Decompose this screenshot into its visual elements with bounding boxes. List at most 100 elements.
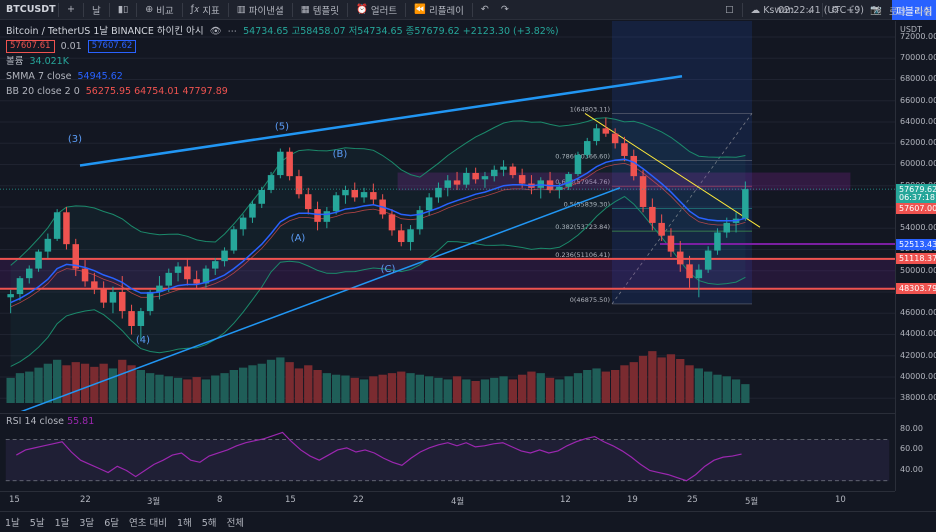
candle-body [128, 311, 135, 326]
replay-button[interactable]: ⏪ 리플레이 [408, 0, 470, 20]
range-button[interactable]: 1날 [5, 518, 20, 529]
price-tick: 40000.00 [900, 371, 936, 381]
range-button[interactable]: 6달 [104, 518, 119, 529]
volume-bar [573, 373, 583, 403]
layout-name-button[interactable]: ☁ Kswan [745, 0, 800, 20]
interval-button[interactable]: 날 [91, 5, 101, 17]
function-icon: ƒ𝑥 [190, 4, 203, 15]
rsi-pane[interactable] [0, 413, 895, 491]
eye-icon[interactable]: 👁 [209, 26, 222, 37]
sell-price[interactable]: 57607.61 [6, 40, 55, 53]
top-toolbar: BTCUSDT + 날 ▮▯ ⊕ 비교 ƒ𝑥 지표 ▥ 파이낸셜 ▦ 템플릿 ⏰… [0, 0, 936, 20]
publish-button[interactable]: 퍼블리쉬 [892, 0, 936, 20]
candle-body [583, 141, 591, 155]
volume-bar [676, 359, 685, 403]
candle-body [742, 189, 749, 219]
layouts-menu-button[interactable]: ⌄ [800, 0, 820, 20]
templates-button[interactable]: ▦ 템플릿 [295, 0, 345, 20]
log-toggle[interactable]: 로그 [889, 6, 907, 18]
chart-legend: Bitcoin / TetherUS 1날 BINANCE 하이킨 아시 👁 ⋯… [6, 24, 559, 99]
template-icon: ▦ [300, 4, 313, 15]
bar-chart-icon: ▥ [236, 4, 249, 15]
volume-bar [304, 365, 313, 403]
indicators-button[interactable]: ƒ𝑥 지표 [185, 0, 226, 20]
range-button[interactable]: 1해 [176, 518, 192, 529]
compare-button[interactable]: ⊕ 비교 [139, 0, 179, 20]
range-button[interactable]: 5해 [201, 518, 217, 529]
candle-body [304, 194, 312, 210]
rsi-tick: 40.00 [900, 465, 923, 475]
range-button[interactable]: 1달 [54, 518, 70, 529]
symbol-legend-row: Bitcoin / TetherUS 1날 BINANCE 하이킨 아시 👁 ⋯… [6, 24, 559, 39]
price-chart[interactable]: 1(64803.11) 0.786(60366.60) 0.618(57954.76… [0, 21, 895, 411]
add-symbol-button[interactable]: + [67, 4, 75, 15]
range-button[interactable]: 3달 [79, 518, 95, 529]
candle-body [723, 222, 731, 233]
range-button[interactable]: 5날 [29, 518, 45, 529]
candle-body [202, 268, 210, 284]
volume-bar [415, 374, 424, 403]
percent-toggle[interactable]: % [872, 5, 882, 16]
time-axis[interactable]: 15 22 3월 8 15 22 4월 12 19 25 5월 10 [0, 491, 895, 507]
smma-label: SMMA 7 close [6, 71, 72, 82]
price-axis[interactable]: USDT 72000.00 70000.00 68000.00 66000.00 640… [895, 21, 936, 491]
volume-bar [146, 373, 155, 403]
volume-bar [34, 367, 43, 403]
candle-body [435, 187, 442, 198]
volume-bar [25, 371, 34, 403]
fib-level-label: 0.382(53723.84) [555, 223, 610, 231]
volume-bar [545, 377, 555, 403]
smma-value: 54945.62 [77, 71, 123, 82]
volume-bar [741, 384, 750, 403]
bb-values: 56275.95 64754.01 47797.89 [85, 86, 228, 97]
candle-body [81, 268, 89, 282]
rsi-line [16, 431, 742, 482]
candle-body [295, 176, 303, 195]
candle-body [342, 189, 349, 196]
clock[interactable]: 02:22:41 (UTC+9) [778, 5, 864, 16]
redo-button[interactable]: ↷ [495, 0, 515, 20]
volume-bar [257, 363, 266, 403]
price-tag: 48303.79 [896, 283, 936, 295]
candle-body [193, 279, 200, 284]
fullscreen-button[interactable]: ⛶ [846, 0, 865, 20]
chevron-down-icon: ⌄ [806, 4, 814, 16]
fib-level-label: 0.236(51106.41) [555, 251, 610, 259]
volume-bar [425, 376, 434, 403]
volume-bar [294, 368, 304, 403]
candle-body [453, 180, 461, 185]
candle-body [360, 192, 368, 198]
fib-level-label: 0.786(60366.60) [555, 153, 610, 161]
alert-label: 얼러트 [370, 5, 398, 17]
candle-body [239, 217, 247, 230]
range-button[interactable]: 연초 대비 [128, 518, 167, 529]
candle-body [63, 212, 70, 245]
fib-level-label: 1(64803.11) [570, 105, 610, 113]
financials-button[interactable]: ▥ 파이낸셜 [231, 0, 290, 20]
buy-price[interactable]: 57607.62 [87, 40, 137, 53]
auto-toggle[interactable]: 자동 [914, 6, 932, 18]
bb-upper-line [10, 117, 746, 266]
range-button[interactable]: 전체 [226, 518, 245, 529]
currency-label: USDT [900, 25, 922, 34]
rsi-value: 55.81 [67, 416, 95, 427]
snapshot-button[interactable]: 📷 [864, 0, 888, 20]
volume-bar [71, 362, 80, 403]
wave-label: (B) [333, 149, 348, 160]
volume-bar [62, 365, 71, 403]
rsi-band [5, 439, 890, 481]
volume-bar [276, 357, 285, 403]
symbol-search[interactable]: BTCUSDT [6, 4, 56, 15]
alert-button[interactable]: ⏰ 얼러트 [350, 0, 403, 20]
divider [821, 3, 823, 17]
undo-button[interactable]: ↶ [475, 0, 495, 20]
volume-bar [201, 379, 211, 403]
more-icon[interactable]: ⋯ [227, 26, 238, 37]
candle-type-button[interactable]: ▮▯ [112, 0, 134, 20]
gear-icon: ⚙ [830, 4, 840, 16]
undo-icon: ↶ [480, 4, 489, 15]
volume-bar [583, 370, 592, 403]
layout-button[interactable]: ☐ [719, 0, 740, 20]
settings-button[interactable]: ⚙ [825, 0, 846, 20]
price-tag: 51118.37 [896, 253, 936, 265]
